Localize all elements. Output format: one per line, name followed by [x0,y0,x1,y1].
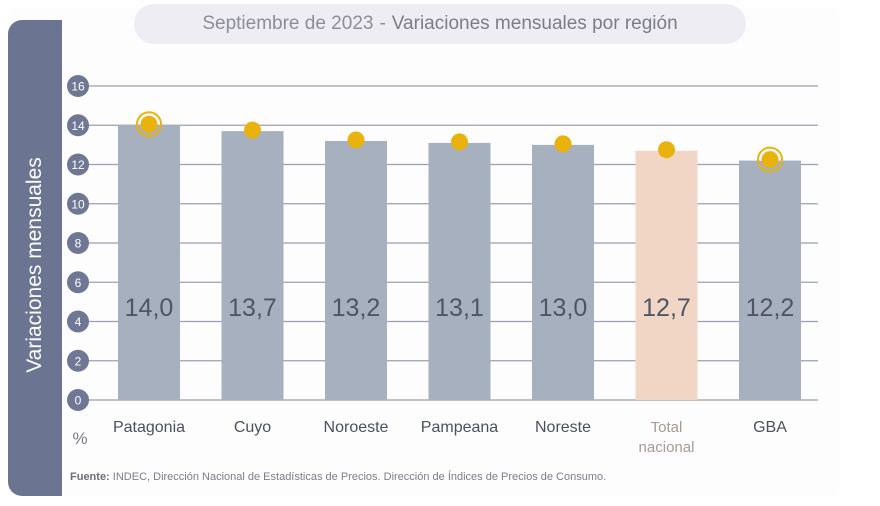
y-tick-label: 2 [75,354,82,368]
y-tick-label: 10 [71,197,85,211]
bar-value-label: 14,0 [125,294,174,322]
y-tick-label: 4 [75,315,82,329]
y-tick-label: 16 [71,80,85,94]
bar-value-label: 12,7 [642,294,691,322]
category-label: Noreste [535,419,591,436]
category-label: GBA [753,419,787,436]
category-label: Total [651,419,683,436]
y-tick-label: 6 [75,276,82,290]
category-label: Patagonia [113,419,185,436]
y-tick-bubble [67,75,89,97]
category-label: Noroeste [324,419,389,436]
chart-title-subtitle: Variaciones mensuales por región [391,13,678,34]
y-unit-label: % [72,429,87,448]
y-axis-title: Variaciones mensuales [23,157,46,373]
bar-marker [140,115,158,133]
bar-value-label: 12,2 [746,294,795,322]
bar-value-label: 13,0 [539,294,588,322]
category-label: Cuyo [234,419,271,436]
y-tick-label: 14 [71,119,85,133]
bar-chart: 0 2 4 6 8 10 12 14 16 Variaciones mensuales% 14,0 P… [23,75,818,456]
bar [532,144,594,400]
bar [739,160,801,400]
y-tick-bubble [67,310,89,333]
source-footer: Fuente: INDEC, Dirección Nacional de Est… [70,471,870,483]
bar-marker [347,131,365,149]
y-tick-bubble [67,192,89,215]
bar-marker [761,151,779,169]
chart-title-date: Septiembre de 2023 [202,13,374,34]
source-text: INDEC, Dirección Nacional de Estadística… [109,471,607,483]
chart-title: Septiembre de 2023 - Variaciones mensual… [134,4,746,44]
y-tick-label: 12 [71,158,85,172]
bar-marker-ring [757,146,783,173]
bar [221,131,284,400]
source-label: Fuente: [70,471,110,483]
y-tick-bubble [67,271,89,294]
bar [428,142,491,400]
bar [635,150,698,400]
bar-marker [658,141,675,159]
bar-marker-ring [136,111,162,138]
axis-side-band [8,20,62,496]
y-tick-bubble [67,349,89,372]
y-tick-bubble [67,114,89,137]
y-tick-bubble [67,153,89,176]
y-tick-bubble [67,232,89,254]
category-label: nacional [639,439,695,456]
bar-value-label: 13,1 [435,294,484,322]
bar [325,140,387,400]
category-label: Pampeana [421,419,498,436]
bar-marker [244,121,261,139]
y-tick-bubble [67,389,89,411]
bar-value-label: 13,7 [228,294,277,322]
y-tick-label: 0 [75,394,82,408]
bar [118,125,180,400]
bar-marker [451,133,468,151]
bar-marker [554,135,572,153]
chart-title-separator: - [379,13,386,34]
bar-value-label: 13,2 [332,294,381,322]
y-tick-label: 8 [75,237,82,251]
